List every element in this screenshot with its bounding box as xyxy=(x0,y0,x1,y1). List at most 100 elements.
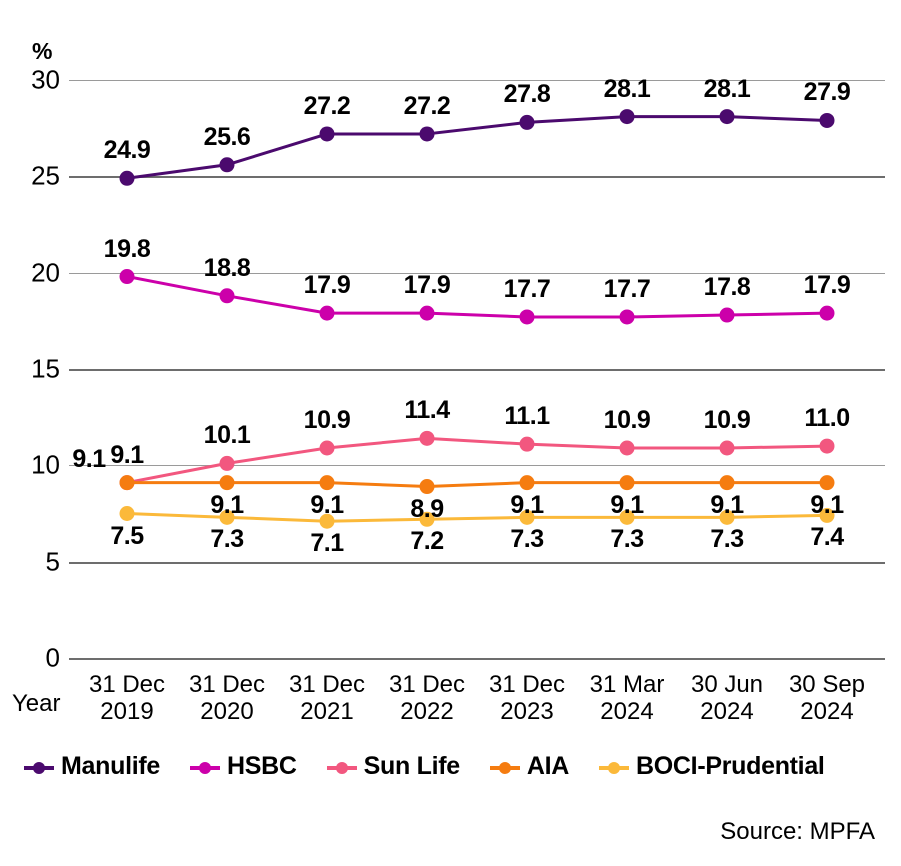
x-tick-line: 2019 xyxy=(100,697,154,725)
data-point[interactable] xyxy=(319,475,335,491)
legend-marker-icon xyxy=(24,758,54,776)
x-axis-title: Year xyxy=(12,690,61,717)
data-point[interactable] xyxy=(719,440,735,456)
data-point[interactable] xyxy=(319,513,335,529)
data-label: 8.9 xyxy=(410,494,444,523)
data-point[interactable] xyxy=(719,475,735,491)
data-point[interactable] xyxy=(719,109,735,125)
data-point[interactable] xyxy=(419,479,435,495)
data-point[interactable] xyxy=(619,309,635,325)
legend-marker-icon xyxy=(190,758,220,776)
data-point[interactable] xyxy=(119,170,135,186)
data-point[interactable] xyxy=(319,305,335,321)
legend-item-boci-prudential[interactable]: BOCI-Prudential xyxy=(599,752,825,781)
data-label: 10.1 xyxy=(203,421,251,450)
legend-item-aia[interactable]: AIA xyxy=(489,752,569,781)
data-label: 27.2 xyxy=(403,91,451,120)
data-label: 11.0 xyxy=(804,404,850,433)
data-label: 27.8 xyxy=(503,80,551,109)
data-label: 10.9 xyxy=(303,405,351,434)
x-tick-line: 31 Dec xyxy=(388,671,466,698)
legend-item-manulife[interactable]: Manulife xyxy=(24,752,160,781)
data-label: 17.9 xyxy=(303,271,351,300)
x-tick-line: 2024 xyxy=(800,697,854,725)
data-point[interactable] xyxy=(619,509,635,525)
x-tick-line: 31 Mar xyxy=(589,671,665,698)
data-point[interactable] xyxy=(219,157,235,173)
data-point[interactable] xyxy=(219,288,235,304)
y-axis-unit-label: % xyxy=(32,38,52,64)
series-line xyxy=(125,481,829,489)
legend-marker-icon xyxy=(489,758,520,776)
series-aia xyxy=(119,475,835,495)
x-tick-label-3: 31 Dec 2022 xyxy=(388,671,466,726)
data-point[interactable] xyxy=(819,112,835,128)
data-point[interactable] xyxy=(219,455,235,471)
x-tick-label-6: 30 Jun 2024 xyxy=(691,671,763,726)
data-point[interactable] xyxy=(519,475,535,491)
data-point[interactable] xyxy=(819,305,835,321)
gridline-0 xyxy=(69,658,885,660)
data-point[interactable] xyxy=(519,509,535,525)
series-line xyxy=(125,115,829,180)
data-point[interactable] xyxy=(419,305,435,321)
data-point[interactable] xyxy=(719,509,735,525)
data-point[interactable] xyxy=(319,440,335,456)
data-point[interactable] xyxy=(619,475,635,491)
legend-label: Sun Life xyxy=(363,752,461,780)
data-label: 27.2 xyxy=(303,91,351,120)
x-tick-label-2: 31 Dec 2021 xyxy=(289,671,365,726)
data-label: 9.1 xyxy=(510,490,544,519)
data-label: 7.3 xyxy=(210,525,244,554)
data-point[interactable] xyxy=(719,307,735,323)
data-label: 17.7 xyxy=(603,274,651,303)
data-point[interactable] xyxy=(619,440,635,456)
data-label: 9.1 xyxy=(310,490,344,519)
y-tick-label-25: 25 xyxy=(31,160,60,191)
series-boci-prudential xyxy=(119,506,835,529)
legend-item-sun-life[interactable]: Sun Life xyxy=(326,752,461,781)
x-tick-line: 2024 xyxy=(600,697,654,725)
data-point[interactable] xyxy=(819,475,835,491)
data-label: 17.9 xyxy=(403,271,451,300)
series-line xyxy=(125,436,829,485)
data-point[interactable] xyxy=(819,507,835,523)
data-label: 28.1 xyxy=(603,74,651,103)
data-point[interactable] xyxy=(519,309,535,325)
legend-marker-icon xyxy=(599,758,630,776)
data-label: 27.9 xyxy=(803,78,851,107)
x-tick-label-7: 30 Sep 2024 xyxy=(788,671,866,726)
data-point[interactable] xyxy=(419,430,435,446)
data-label: 10.9 xyxy=(603,405,651,434)
gridline-15 xyxy=(69,369,885,371)
data-point[interactable] xyxy=(419,126,435,142)
data-point[interactable] xyxy=(119,269,135,285)
data-label: 7.3 xyxy=(510,525,544,554)
data-label: 7.5 xyxy=(110,521,144,550)
gridline-10 xyxy=(69,465,885,466)
data-point[interactable] xyxy=(319,126,335,142)
x-tick-line: 30 Sep xyxy=(788,671,866,698)
data-point[interactable] xyxy=(219,509,235,525)
data-point[interactable] xyxy=(819,438,835,454)
data-point[interactable] xyxy=(419,511,435,527)
x-tick-label-4: 31 Dec 2023 xyxy=(489,671,565,726)
data-point[interactable] xyxy=(219,475,235,491)
data-point[interactable] xyxy=(519,114,535,130)
data-point[interactable] xyxy=(119,475,135,491)
gridline-25 xyxy=(69,176,885,178)
x-tick-label-5: 31 Mar 2024 xyxy=(589,671,665,726)
x-tick-line: 2021 xyxy=(300,697,354,725)
data-point[interactable] xyxy=(519,436,535,452)
data-label: 9.1 xyxy=(610,490,644,519)
data-point[interactable] xyxy=(119,506,135,521)
series-manulife xyxy=(119,109,835,186)
y-tick-label-10: 10 xyxy=(31,449,60,480)
series-line xyxy=(125,275,829,319)
data-label: 17.7 xyxy=(503,274,551,303)
legend-marker-icon xyxy=(326,758,357,776)
data-point[interactable] xyxy=(619,109,635,125)
legend-item-hsbc[interactable]: HSBC xyxy=(190,752,297,781)
